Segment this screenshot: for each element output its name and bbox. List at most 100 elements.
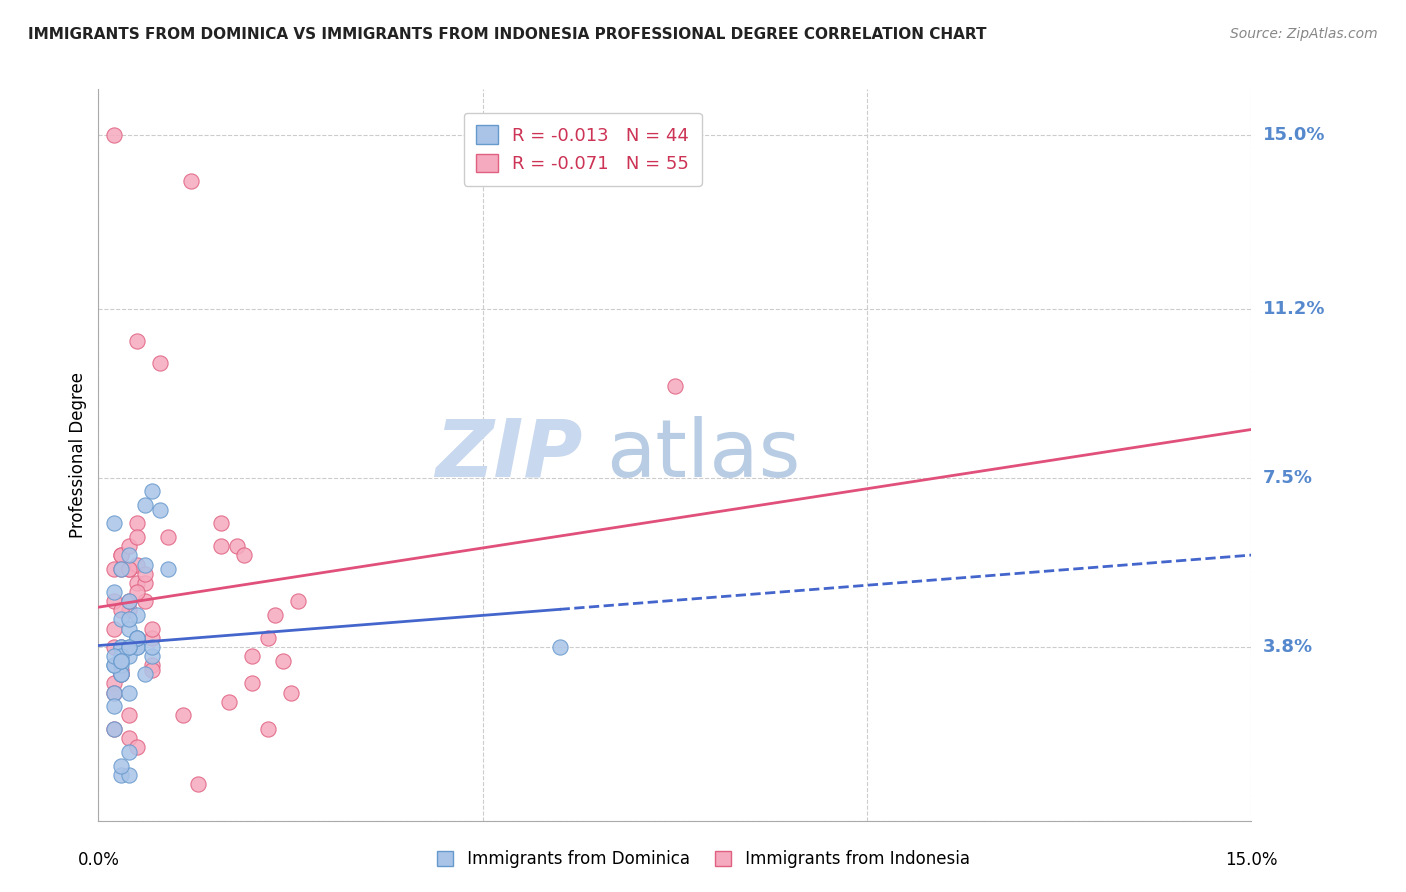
Point <box>103 723 125 737</box>
Point <box>264 607 287 622</box>
Point <box>125 558 148 572</box>
Point <box>664 379 686 393</box>
Legend:  Immigrants from Dominica,  Immigrants from Indonesia: Immigrants from Dominica, Immigrants fro… <box>430 844 976 875</box>
Point <box>548 640 571 654</box>
Point <box>134 667 156 681</box>
Point <box>287 594 309 608</box>
Point <box>118 594 141 608</box>
Point <box>118 708 141 723</box>
Point <box>125 740 148 755</box>
Point <box>110 768 132 782</box>
Point <box>110 667 132 681</box>
Point <box>149 356 172 371</box>
Point <box>110 640 132 654</box>
Point <box>209 539 232 553</box>
Point <box>125 576 148 591</box>
Point <box>141 622 163 636</box>
Point <box>209 516 232 531</box>
Point <box>256 723 278 737</box>
Point <box>233 549 256 563</box>
Point <box>118 745 141 759</box>
Point <box>134 576 156 591</box>
Point <box>118 539 141 553</box>
Point <box>125 631 148 645</box>
Point <box>125 631 148 645</box>
Point <box>110 658 132 673</box>
Point <box>110 654 132 668</box>
Point <box>118 603 141 617</box>
Point <box>118 622 141 636</box>
Point <box>110 562 132 576</box>
Point <box>110 667 132 681</box>
Text: 3.8%: 3.8% <box>1263 638 1313 656</box>
Point <box>118 562 141 576</box>
Point <box>118 594 141 608</box>
Text: atlas: atlas <box>606 416 800 494</box>
Point <box>156 530 179 544</box>
Point <box>125 631 148 645</box>
Point <box>110 613 132 627</box>
Point <box>110 640 132 654</box>
Point <box>103 699 125 714</box>
Point <box>110 663 132 677</box>
Point <box>118 640 141 654</box>
Point <box>110 603 132 617</box>
Point <box>134 594 156 608</box>
Point <box>141 649 163 664</box>
Point <box>103 658 125 673</box>
Point <box>141 658 163 673</box>
Point <box>240 676 263 690</box>
Point <box>218 695 240 709</box>
Point <box>110 549 132 563</box>
Point <box>103 594 125 608</box>
Point <box>103 640 125 654</box>
Point <box>110 667 132 681</box>
Point <box>125 640 148 654</box>
Text: 15.0%: 15.0% <box>1225 851 1278 869</box>
Point <box>110 758 132 772</box>
Point <box>110 562 132 576</box>
Point <box>110 667 132 681</box>
Point <box>103 562 125 576</box>
Text: 7.5%: 7.5% <box>1263 469 1312 487</box>
Point <box>103 658 125 673</box>
Point <box>187 777 209 791</box>
Point <box>125 585 148 599</box>
Point <box>125 530 148 544</box>
Point <box>103 685 125 699</box>
Point <box>103 622 125 636</box>
Point <box>134 498 156 512</box>
Point <box>141 663 163 677</box>
Point <box>103 585 125 599</box>
Point <box>256 631 278 645</box>
Text: Source: ZipAtlas.com: Source: ZipAtlas.com <box>1230 27 1378 41</box>
Legend: R = -0.013   N = 44, R = -0.071   N = 55: R = -0.013 N = 44, R = -0.071 N = 55 <box>464 113 702 186</box>
Point <box>118 640 141 654</box>
Point <box>110 654 132 668</box>
Point <box>103 649 125 664</box>
Point <box>110 649 132 664</box>
Point <box>118 649 141 664</box>
Point <box>125 516 148 531</box>
Point <box>240 649 263 664</box>
Point <box>103 685 125 699</box>
Point <box>149 502 172 516</box>
Point <box>110 549 132 563</box>
Text: 15.0%: 15.0% <box>1263 126 1324 144</box>
Point <box>118 768 141 782</box>
Point <box>118 549 141 563</box>
Point <box>103 676 125 690</box>
Point <box>180 173 202 187</box>
Point <box>271 654 294 668</box>
Point <box>172 708 194 723</box>
Point <box>118 685 141 699</box>
Point <box>110 640 132 654</box>
Point <box>125 640 148 654</box>
Point <box>103 128 125 142</box>
Point <box>118 731 141 746</box>
Point <box>134 558 156 572</box>
Point <box>125 607 148 622</box>
Point <box>134 566 156 581</box>
Text: ZIP: ZIP <box>436 416 582 494</box>
Text: IMMIGRANTS FROM DOMINICA VS IMMIGRANTS FROM INDONESIA PROFESSIONAL DEGREE CORREL: IMMIGRANTS FROM DOMINICA VS IMMIGRANTS F… <box>28 27 987 42</box>
